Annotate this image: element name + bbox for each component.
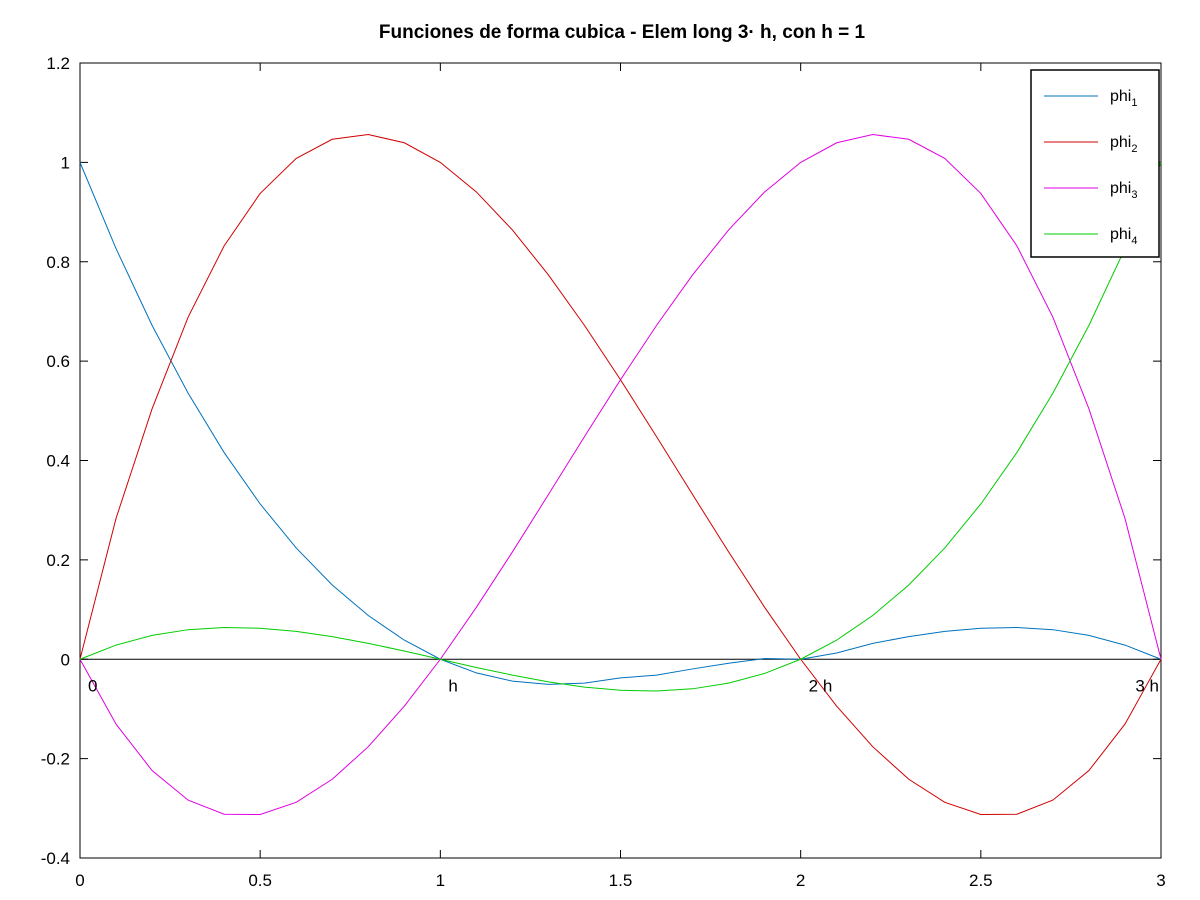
series-line-phi2 <box>79 134 1162 816</box>
y-tick-label: 1 <box>61 153 70 172</box>
y-tick-label: 0 <box>61 650 70 669</box>
series-line-phi3 <box>79 134 1162 816</box>
y-tick-label: 0.2 <box>46 551 70 570</box>
x-tick-label: 1.5 <box>609 871 633 890</box>
x-annotation: h <box>448 676 457 695</box>
y-tick-label: 0.6 <box>46 352 70 371</box>
y-tick-label: 0.4 <box>46 452 70 471</box>
legend-label-subscript: 1 <box>1131 97 1137 109</box>
legend-label: phi4 <box>1110 226 1137 247</box>
y-tick-label: -0.4 <box>41 849 70 868</box>
x-tick-label: 1 <box>436 871 445 890</box>
chart-title: Funciones de forma cubica - Elem long 3·… <box>379 22 866 43</box>
legend-label-base: phi <box>1110 180 1131 197</box>
series-lines <box>79 134 1162 816</box>
x-tick-label: 2.5 <box>969 871 993 890</box>
legend-label: phi1 <box>1110 88 1137 109</box>
legend-label-subscript: 4 <box>1131 235 1137 247</box>
legend-box <box>1030 69 1160 258</box>
x-tick-label: 0.5 <box>248 871 272 890</box>
y-tick-label: -0.2 <box>41 750 70 769</box>
legend-label-base: phi <box>1110 226 1131 243</box>
axis-ticks: 0 0.5 1 1.5 2 2.5 3 -0.4 -0.2 0 0.2 0.4 0.6 0.8 1 1.2 <box>41 54 1166 890</box>
legend-label-base: phi <box>1110 88 1131 105</box>
x-annotation: 0 <box>88 676 97 695</box>
y-tick-label: 0.8 <box>46 253 70 272</box>
legend-label: phi2 <box>1110 134 1137 155</box>
x-tick-label: 2 <box>796 871 805 890</box>
x-tick-label: 3 <box>1156 871 1165 890</box>
x-annotation: 2 h <box>809 676 833 695</box>
legend-label-subscript: 2 <box>1131 143 1137 155</box>
plot-frame <box>79 62 1162 859</box>
series-line-phi4 <box>79 162 1162 692</box>
y-tick-label: 1.2 <box>46 54 70 73</box>
x-annotation: 3 h <box>1135 676 1159 695</box>
legend-label-subscript: 3 <box>1131 189 1137 201</box>
legend-label: phi3 <box>1110 180 1137 201</box>
legend-label-base: phi <box>1110 134 1131 151</box>
series-line-phi1 <box>79 162 1162 685</box>
x-tick-label: 0 <box>75 871 84 890</box>
x-annotations: 0 h 2 h 3 h <box>88 676 1159 695</box>
